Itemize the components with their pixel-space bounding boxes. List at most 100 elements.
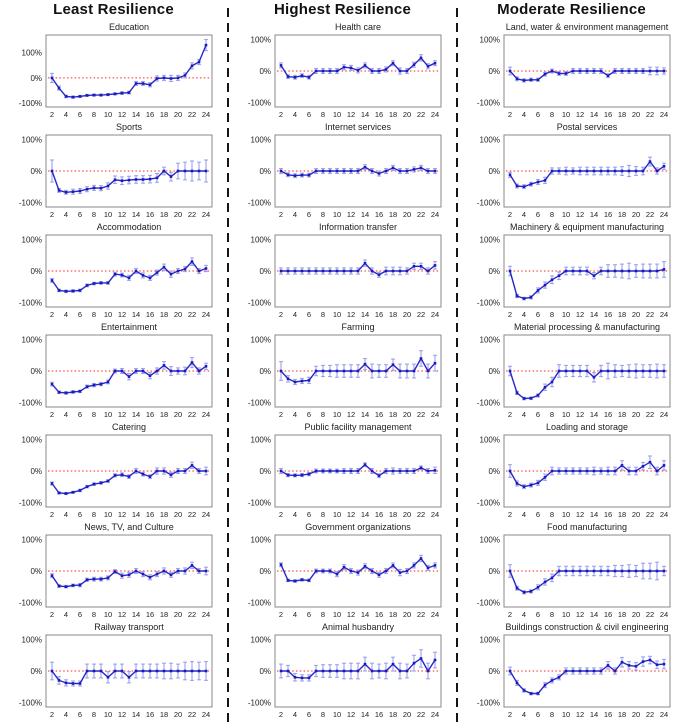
svg-text:12: 12 — [576, 710, 584, 719]
svg-text:18: 18 — [389, 510, 397, 519]
svg-text:8: 8 — [321, 210, 325, 219]
svg-text:100%: 100% — [22, 636, 42, 645]
chart-plot: 100%0%-100%2 4 6 8 10 12 14 16 18 20 22 24 — [248, 34, 442, 119]
svg-text:24: 24 — [202, 710, 210, 719]
svg-text:20: 20 — [632, 110, 640, 119]
svg-text:0%: 0% — [30, 167, 42, 176]
svg-text:100%: 100% — [480, 336, 500, 345]
svg-text:8: 8 — [321, 610, 325, 619]
svg-text:2: 2 — [508, 110, 512, 119]
svg-text:22: 22 — [417, 110, 425, 119]
svg-text:-100%: -100% — [248, 298, 271, 307]
chart-title: Public facility management — [304, 422, 412, 432]
svg-text:0%: 0% — [259, 267, 271, 276]
svg-text:20: 20 — [632, 510, 640, 519]
svg-text:12: 12 — [347, 510, 355, 519]
chart-title: Health care — [334, 22, 382, 32]
svg-text:8: 8 — [321, 710, 325, 719]
svg-text:14: 14 — [361, 410, 369, 419]
svg-text:4: 4 — [293, 610, 297, 619]
svg-text:18: 18 — [160, 710, 168, 719]
svg-text:22: 22 — [188, 610, 196, 619]
svg-text:-100%: -100% — [248, 498, 271, 507]
svg-text:20: 20 — [174, 710, 182, 719]
svg-text:4: 4 — [64, 210, 68, 219]
chart-title: Loading and storage — [545, 422, 629, 432]
svg-text:18: 18 — [160, 110, 168, 119]
svg-text:12: 12 — [576, 410, 584, 419]
chart-title: Farming — [341, 322, 375, 332]
chart-panel: Health care 100% 0% -100% 2 4 6 8 10 12 14 16 18 20 22… — [229, 22, 456, 122]
svg-text:18: 18 — [160, 310, 168, 319]
svg-text:24: 24 — [660, 710, 668, 719]
chart-list-moderate: Land, water & environment management 100%… — [458, 22, 685, 722]
chart-plot: 100%0%-100%2 4 6 8 10 12 14 16 18 20 22 24 — [248, 434, 442, 519]
svg-text:4: 4 — [293, 210, 297, 219]
svg-text:14: 14 — [590, 410, 598, 419]
svg-text:20: 20 — [174, 510, 182, 519]
svg-text:100%: 100% — [251, 36, 271, 45]
svg-text:6: 6 — [307, 410, 311, 419]
chart-panel: Material processing & manufacturing 100% 0… — [458, 322, 685, 422]
svg-text:100%: 100% — [480, 136, 500, 145]
chart-list-least: Education 100% 0% -100% 2 4 6 8 10 12 14 16 18 20 22 24… — [0, 22, 227, 722]
svg-text:14: 14 — [132, 310, 140, 319]
chart-plot: 100%0%-100%2 4 6 8 10 12 14 16 18 20 22 24 — [19, 534, 213, 619]
svg-text:16: 16 — [375, 110, 383, 119]
svg-text:4: 4 — [522, 510, 526, 519]
svg-text:-100%: -100% — [19, 598, 42, 607]
svg-text:10: 10 — [333, 210, 341, 219]
svg-text:24: 24 — [202, 510, 210, 519]
svg-text:16: 16 — [604, 210, 612, 219]
svg-text:12: 12 — [118, 410, 126, 419]
svg-text:4: 4 — [293, 410, 297, 419]
svg-text:0%: 0% — [488, 67, 500, 76]
chart-title: Accommodation — [96, 222, 162, 232]
svg-text:12: 12 — [576, 210, 584, 219]
svg-text:-100%: -100% — [248, 698, 271, 707]
svg-text:2: 2 — [50, 510, 54, 519]
svg-text:24: 24 — [431, 610, 439, 619]
svg-text:16: 16 — [604, 610, 612, 619]
svg-text:4: 4 — [293, 710, 297, 719]
svg-text:2: 2 — [508, 610, 512, 619]
svg-text:16: 16 — [375, 410, 383, 419]
svg-text:18: 18 — [618, 610, 626, 619]
svg-text:14: 14 — [132, 410, 140, 419]
svg-text:100%: 100% — [480, 636, 500, 645]
svg-text:-100%: -100% — [248, 98, 271, 107]
chart-title: Railway transport — [94, 622, 164, 632]
svg-text:0%: 0% — [259, 467, 271, 476]
svg-text:6: 6 — [78, 610, 82, 619]
chart-panel: Machinery & equipment manufacturing 100% 0… — [458, 222, 685, 322]
svg-text:100%: 100% — [251, 536, 271, 545]
svg-text:2: 2 — [50, 110, 54, 119]
svg-text:6: 6 — [78, 110, 82, 119]
svg-text:24: 24 — [202, 310, 210, 319]
chart-list-highest: Health care 100% 0% -100% 2 4 6 8 10 12 14 16 18 20 22… — [229, 22, 456, 722]
svg-text:14: 14 — [590, 210, 598, 219]
svg-text:10: 10 — [104, 110, 112, 119]
svg-text:6: 6 — [78, 710, 82, 719]
chart-title: Material processing & manufacturing — [513, 322, 661, 332]
svg-text:22: 22 — [646, 610, 654, 619]
chart-title: Sports — [115, 122, 142, 132]
svg-text:2: 2 — [50, 410, 54, 419]
column-header-highest: Highest Resilience — [274, 1, 411, 18]
svg-text:6: 6 — [536, 410, 540, 419]
svg-text:20: 20 — [403, 210, 411, 219]
svg-text:12: 12 — [347, 610, 355, 619]
column-highest-resilience: Highest Resilience Health care 100% 0% -100… — [229, 0, 456, 728]
svg-text:8: 8 — [550, 410, 554, 419]
svg-text:2: 2 — [50, 310, 54, 319]
svg-text:6: 6 — [78, 210, 82, 219]
svg-text:2: 2 — [508, 710, 512, 719]
svg-text:18: 18 — [389, 310, 397, 319]
svg-text:18: 18 — [618, 310, 626, 319]
svg-text:10: 10 — [562, 310, 570, 319]
svg-text:14: 14 — [132, 210, 140, 219]
svg-text:20: 20 — [403, 110, 411, 119]
svg-text:6: 6 — [307, 610, 311, 619]
svg-text:0%: 0% — [488, 267, 500, 276]
svg-text:20: 20 — [403, 510, 411, 519]
